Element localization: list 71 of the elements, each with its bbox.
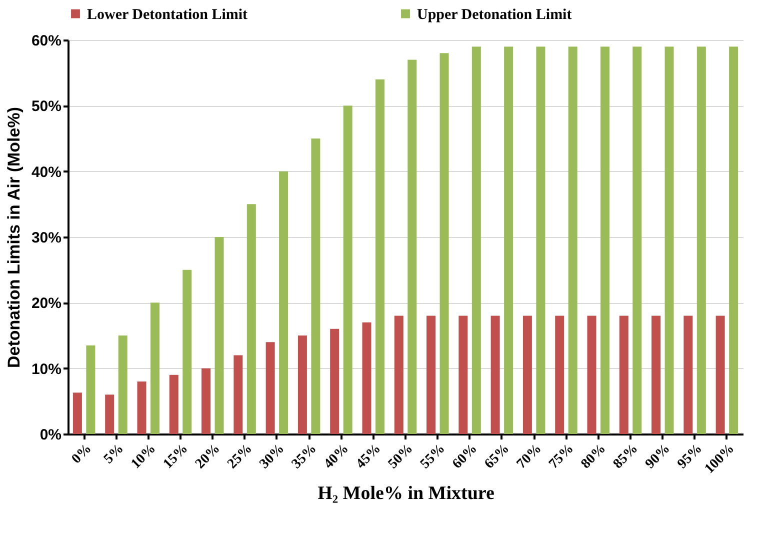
x-tick-label: 70% xyxy=(514,442,545,472)
bar xyxy=(343,106,352,434)
bar xyxy=(536,46,546,434)
x-tick-label: 0% xyxy=(69,442,95,467)
bar xyxy=(202,368,211,434)
bar xyxy=(522,316,532,434)
bar xyxy=(298,336,307,434)
bar xyxy=(311,138,320,434)
x-tick-label: 65% xyxy=(482,442,513,472)
y-tick-label: 0% xyxy=(40,426,62,444)
bar xyxy=(652,316,661,434)
bar xyxy=(169,374,178,434)
x-tick-label: 95% xyxy=(674,442,706,472)
bar xyxy=(472,46,481,434)
x-tick-label: 40% xyxy=(321,442,352,472)
bar xyxy=(632,46,642,434)
y-tick-label: 30% xyxy=(31,230,62,246)
y-tick-label: 20% xyxy=(31,295,62,312)
bar xyxy=(696,46,706,434)
bar xyxy=(426,316,436,434)
x-tick-label: 30% xyxy=(257,442,288,472)
y-axis-title: Detonation Limits in Air (Mole%) xyxy=(4,107,24,368)
bar xyxy=(137,381,146,434)
bar xyxy=(684,316,693,434)
x-axis-title: H₂ Mole% in Mixture xyxy=(318,483,494,504)
bar xyxy=(716,316,725,434)
bar xyxy=(375,79,384,434)
bar xyxy=(619,316,628,434)
x-tick-label: 45% xyxy=(354,442,384,472)
x-tick-label: 75% xyxy=(546,442,577,472)
x-tick-label: 80% xyxy=(578,442,609,472)
y-tick-label: 50% xyxy=(31,98,62,116)
bar xyxy=(504,46,514,434)
bar xyxy=(362,322,372,434)
y-tick-label: 10% xyxy=(31,360,62,378)
bar xyxy=(458,316,468,434)
x-tick-label: 35% xyxy=(289,442,320,472)
x-tick-label: 60% xyxy=(450,442,480,472)
legend-label: Upper Detonation Limit xyxy=(417,6,572,23)
bar xyxy=(246,204,256,434)
x-tick-label: 85% xyxy=(610,442,642,472)
bar xyxy=(555,316,564,434)
bar xyxy=(182,270,192,434)
bar xyxy=(568,46,578,434)
bar xyxy=(72,392,82,434)
y-tick-label: 60% xyxy=(31,32,62,50)
x-tick-label: 55% xyxy=(418,442,448,472)
bar xyxy=(214,237,224,434)
bar xyxy=(664,46,674,434)
legend-label: Lower Detontation Limit xyxy=(87,6,248,23)
bar xyxy=(394,316,404,434)
x-tick-label: 90% xyxy=(642,442,674,472)
x-tick-label: 5% xyxy=(101,442,127,467)
x-tick-label: 10% xyxy=(128,442,159,472)
bar xyxy=(729,46,738,434)
bar xyxy=(440,53,449,434)
bar xyxy=(587,316,596,434)
bar xyxy=(118,336,128,434)
bar xyxy=(600,46,610,434)
bar xyxy=(490,316,500,434)
bar xyxy=(279,171,288,434)
bar xyxy=(234,355,243,434)
bar xyxy=(266,342,275,434)
bar xyxy=(330,328,340,434)
x-tick-label: 50% xyxy=(386,442,416,472)
y-tick-label: 40% xyxy=(31,164,62,181)
bar xyxy=(86,345,96,434)
bar xyxy=(150,302,160,434)
bar xyxy=(105,394,114,434)
bar xyxy=(408,60,417,434)
x-tick-label: 15% xyxy=(160,442,192,472)
